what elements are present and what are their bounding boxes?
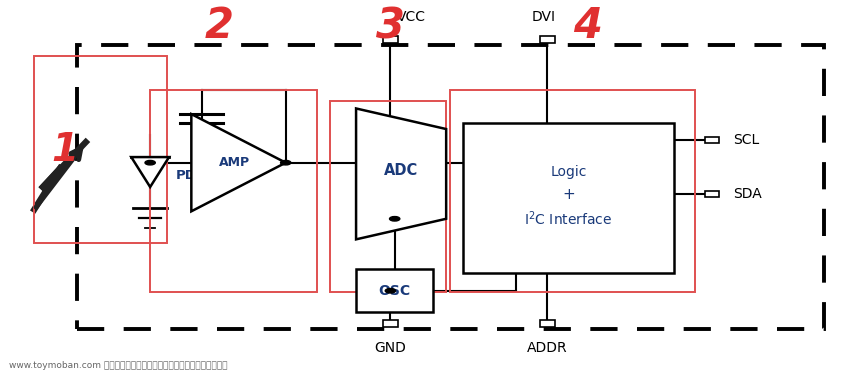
Bar	[705, 137, 719, 143]
Text: OSC: OSC	[378, 284, 411, 298]
Text: 2: 2	[204, 5, 233, 47]
Bar	[540, 36, 555, 43]
Text: ADC: ADC	[384, 163, 418, 178]
Polygon shape	[131, 157, 169, 187]
Bar	[330, 101, 446, 292]
Text: I$^2$C Interface: I$^2$C Interface	[524, 209, 613, 228]
Text: SCL: SCL	[734, 133, 760, 147]
Circle shape	[385, 289, 396, 293]
Text: SDA: SDA	[734, 187, 763, 202]
Text: DVI: DVI	[532, 10, 556, 24]
Text: www.toymoban.com 网络图片仅供展示，非存储，如有侵权请联系删除。: www.toymoban.com 网络图片仅供展示，非存储，如有侵权请联系删除。	[9, 361, 227, 370]
Bar	[705, 191, 719, 197]
Text: VCC: VCC	[397, 10, 426, 24]
Bar	[34, 56, 167, 243]
Text: GND: GND	[374, 341, 407, 355]
Text: AMP: AMP	[219, 156, 250, 169]
Text: ADDR: ADDR	[527, 341, 568, 355]
Bar	[540, 320, 555, 327]
Text: 3: 3	[376, 5, 405, 47]
Bar	[463, 123, 674, 273]
Text: 4: 4	[573, 5, 602, 47]
Circle shape	[145, 160, 155, 165]
Polygon shape	[356, 108, 446, 239]
Bar	[356, 269, 433, 312]
Circle shape	[390, 217, 400, 221]
Bar	[383, 36, 398, 43]
Bar	[383, 320, 398, 327]
Bar	[450, 90, 695, 292]
Text: Logic: Logic	[550, 165, 587, 179]
Circle shape	[281, 160, 291, 165]
Text: PD: PD	[176, 169, 196, 182]
Text: +: +	[562, 187, 575, 202]
Bar	[150, 90, 317, 292]
Text: 1: 1	[51, 131, 78, 169]
Polygon shape	[191, 114, 286, 211]
Bar	[77, 45, 824, 329]
